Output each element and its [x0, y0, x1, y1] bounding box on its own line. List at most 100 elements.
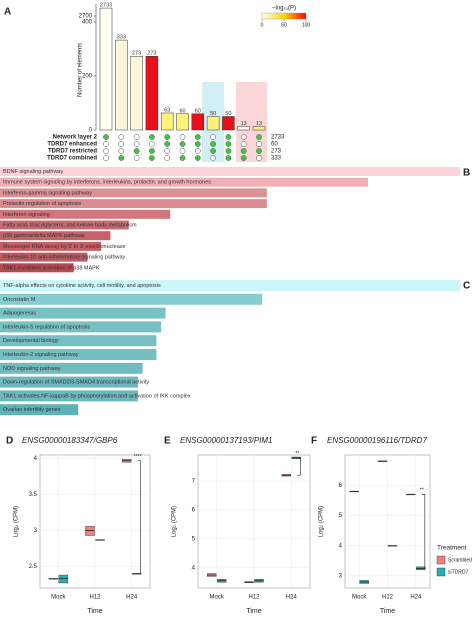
- set-dot: [179, 148, 186, 154]
- bar-category: Developmental biology: [3, 338, 59, 344]
- set-dot: [256, 141, 262, 147]
- bar: [0, 199, 267, 209]
- set-dot: [164, 155, 171, 161]
- significance-bracket: [421, 493, 426, 569]
- set-dot: [149, 134, 155, 140]
- bar-category: Immune system signaling by interferons, …: [3, 180, 211, 186]
- bar: [0, 188, 267, 198]
- bar: [0, 167, 460, 176]
- significance-bracket: [297, 457, 301, 476]
- x-tick-label: H24: [410, 595, 422, 601]
- bar-label: 333: [117, 35, 126, 41]
- y-tick-label: 400: [82, 20, 93, 26]
- bar: [0, 335, 157, 347]
- set-dot: [133, 155, 140, 161]
- bar: [0, 362, 143, 374]
- bar-category: Fatty acid, triacylglycerol, and ketone …: [3, 222, 137, 228]
- set-dot: [164, 141, 171, 147]
- legend-colorbar: [261, 12, 307, 20]
- set-dot: [133, 148, 140, 154]
- legend-label: Scrambled: [448, 557, 472, 563]
- set-name: TDRD7 combined: [47, 156, 97, 162]
- bar: [0, 376, 138, 388]
- y-tick-label: 6: [339, 483, 343, 489]
- bar-category: Interferon-gamma signaling pathway: [3, 190, 92, 196]
- set-dot: [194, 148, 201, 154]
- x-tick-label: H12: [248, 595, 260, 601]
- bar: [0, 390, 138, 402]
- set-dot: [256, 134, 262, 140]
- bar-category: Down-regulation of SMAD2/3-SMAD4 transcr…: [3, 380, 149, 386]
- bar-label: 50: [225, 111, 231, 117]
- bar: [237, 126, 250, 131]
- significance-bracket: [137, 460, 141, 574]
- set-dot: [256, 148, 262, 154]
- y-tick-label: 7: [192, 479, 196, 485]
- set-dot: [194, 141, 201, 147]
- bar-category: Interleukin-5 regulation of apoptosis: [3, 324, 90, 330]
- set-dot: [103, 141, 109, 147]
- set-size: 273: [271, 149, 282, 155]
- y-tick-label: 2.5: [29, 564, 38, 570]
- y-tick-label: 5: [192, 536, 196, 542]
- set-dot: [210, 134, 216, 140]
- panel-label: F: [311, 436, 317, 447]
- set-dot: [179, 141, 186, 147]
- significance-label: **: [420, 488, 424, 494]
- set-dot: [103, 155, 109, 161]
- bar-label: 63: [164, 107, 170, 113]
- bar: [206, 116, 220, 131]
- bar-category: Adipogenesis: [3, 311, 36, 317]
- set-dot: [194, 155, 201, 161]
- panel-label: A: [4, 7, 11, 18]
- bar-category: Messenger RNA decay by 5' to 3' exoribon…: [3, 244, 126, 250]
- y-tick-label: 2700: [79, 14, 93, 20]
- bar: [0, 177, 368, 187]
- set-dot: [179, 134, 186, 140]
- y-tick-label: 3.5: [29, 492, 38, 498]
- x-axis-label: Time: [246, 608, 261, 615]
- bar: [0, 293, 263, 305]
- x-tick-label: H24: [126, 595, 138, 601]
- panel-label: C: [463, 281, 470, 292]
- set-dot: [118, 134, 125, 140]
- bar: [0, 220, 129, 230]
- set-dot: [164, 134, 171, 140]
- legend-title: Treatment: [437, 545, 467, 552]
- x-tick-label: H24: [286, 595, 298, 601]
- y-tick-label: 3: [339, 573, 343, 579]
- set-dot: [240, 141, 247, 147]
- significance-label: ****: [134, 454, 142, 460]
- bar: [0, 349, 157, 360]
- set-size: 333: [271, 156, 282, 162]
- bar: [0, 252, 88, 262]
- set-dot: [225, 141, 232, 147]
- set-dot: [256, 155, 262, 161]
- bar-category: BDNF signaling pathway: [3, 169, 63, 175]
- panel-title: ENSG00000183347/GBP6: [22, 436, 118, 445]
- set-dot: [149, 155, 155, 161]
- bar-label: 13: [241, 121, 247, 127]
- set-dot: [210, 148, 216, 154]
- set-dot: [210, 141, 216, 147]
- legend-title: −log₁₀(P): [272, 6, 296, 12]
- bar-label: 60: [195, 108, 201, 114]
- set-name: TDRD7 enhanced: [47, 142, 97, 148]
- bar: [0, 321, 161, 333]
- y-axis-label: Log₂ (CPM): [172, 506, 178, 537]
- legend-tick-label: 100: [302, 22, 311, 28]
- y-tick-label: 5: [339, 513, 343, 519]
- bar-label: 273: [132, 51, 141, 57]
- bar: [145, 56, 159, 131]
- bar-category: Ovarian infertility genes: [3, 407, 61, 413]
- bar-category: Interferon signaling: [3, 212, 50, 218]
- legend-label: siTDRD7: [448, 569, 468, 575]
- bar-category: p38 gamma/delta MAPK pathway: [3, 233, 85, 239]
- bar: [191, 113, 205, 131]
- bar-label: 50: [210, 111, 216, 117]
- y-tick-label: 0: [89, 128, 93, 134]
- bar: [0, 280, 460, 291]
- x-tick-label: H12: [89, 595, 101, 601]
- bar: [99, 7, 113, 131]
- set-dot: [240, 134, 247, 140]
